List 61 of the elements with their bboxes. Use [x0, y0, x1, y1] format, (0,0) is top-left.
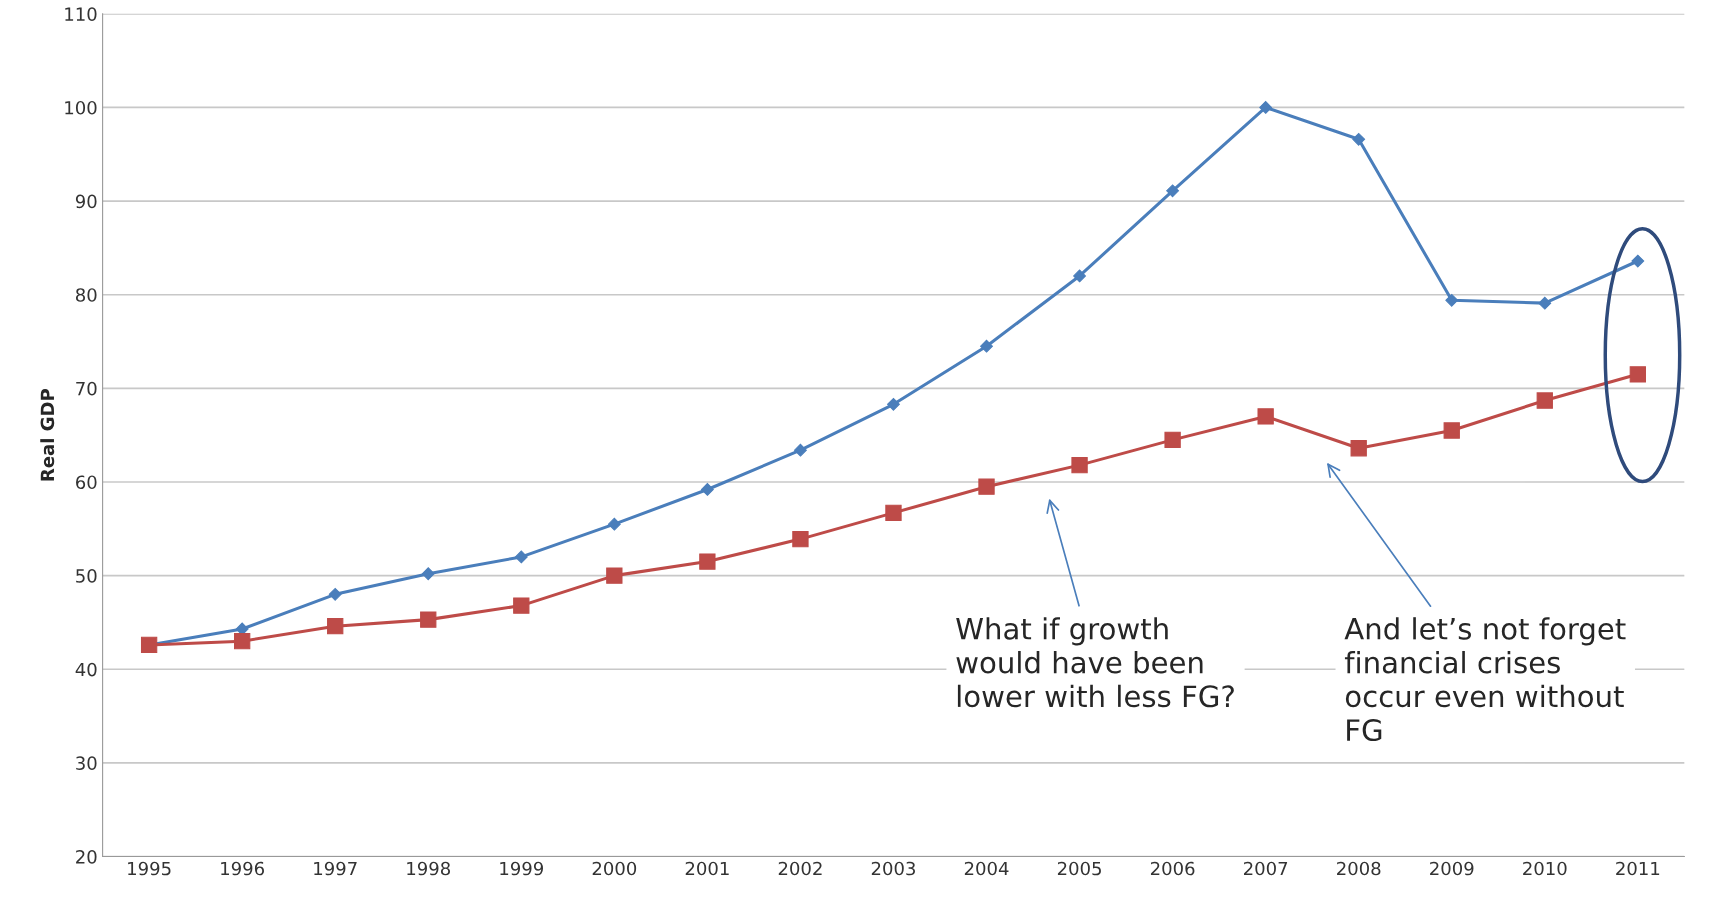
point	[1352, 132, 1366, 146]
y-tick-label: 90	[75, 194, 97, 209]
y-tick-label: 100	[65, 100, 97, 115]
point	[606, 567, 623, 584]
point	[607, 517, 621, 531]
x-tick-label: 1996	[221, 861, 264, 876]
x-tick-label: 2005	[1057, 861, 1101, 876]
x-tick-label: 2006	[1150, 861, 1195, 876]
x-tick-label: 2009	[1430, 861, 1474, 876]
point	[794, 443, 807, 457]
x-tick-label: 1997	[314, 861, 357, 876]
point	[513, 597, 530, 614]
point	[1166, 184, 1180, 198]
point	[1259, 101, 1273, 114]
point	[1631, 254, 1645, 268]
point	[1071, 456, 1088, 474]
point	[1445, 293, 1459, 307]
point	[700, 483, 714, 496]
x-tick-label: 1998	[407, 861, 450, 876]
x-tick-label: 2010	[1523, 861, 1567, 876]
point	[885, 504, 902, 522]
point	[234, 633, 251, 650]
y-axis-title: Real GDP	[40, 388, 55, 481]
x-tick-label: 1995	[128, 861, 171, 876]
point	[887, 397, 900, 411]
y-tick-label: 20	[76, 849, 97, 864]
point	[421, 567, 435, 581]
y-tick-label: 40	[75, 662, 97, 677]
point	[699, 553, 716, 570]
point	[1073, 269, 1086, 283]
y-tick-label: 30	[76, 756, 97, 771]
x-tick-label: 1999	[500, 861, 543, 876]
x-tick-label: 2011	[1616, 861, 1660, 876]
point	[514, 550, 528, 564]
y-tick-label: 80	[75, 288, 97, 302]
point	[420, 611, 437, 628]
point	[327, 618, 344, 635]
x-tick-label: 2000	[592, 861, 637, 876]
x-tick-label: 2001	[685, 861, 729, 876]
annotation: What if growth would have been lower with less FG?	[956, 617, 1234, 708]
point	[1538, 296, 1552, 310]
point	[328, 587, 342, 601]
point	[792, 530, 809, 548]
y-tick-label: 110	[65, 7, 97, 21]
point	[978, 478, 995, 495]
point	[1629, 366, 1646, 383]
point	[1536, 392, 1553, 409]
x-tick-label: 2002	[778, 861, 822, 876]
y-tick-label: 50	[76, 569, 97, 583]
point	[1164, 431, 1181, 449]
point	[980, 339, 993, 353]
x-tick-label: 2004	[964, 861, 1009, 876]
x-tick-label: 2003	[871, 861, 915, 876]
x-tick-label: 2008	[1337, 861, 1381, 876]
x-tick-label: 2007	[1244, 861, 1288, 876]
y-tick-label: 60	[76, 475, 97, 490]
point	[1443, 422, 1460, 439]
y-tick-label: 70	[76, 381, 97, 396]
point	[1257, 408, 1274, 425]
point	[1350, 440, 1367, 457]
annotation: And let’s not forget financial crises occur even without FG	[1344, 617, 1626, 742]
